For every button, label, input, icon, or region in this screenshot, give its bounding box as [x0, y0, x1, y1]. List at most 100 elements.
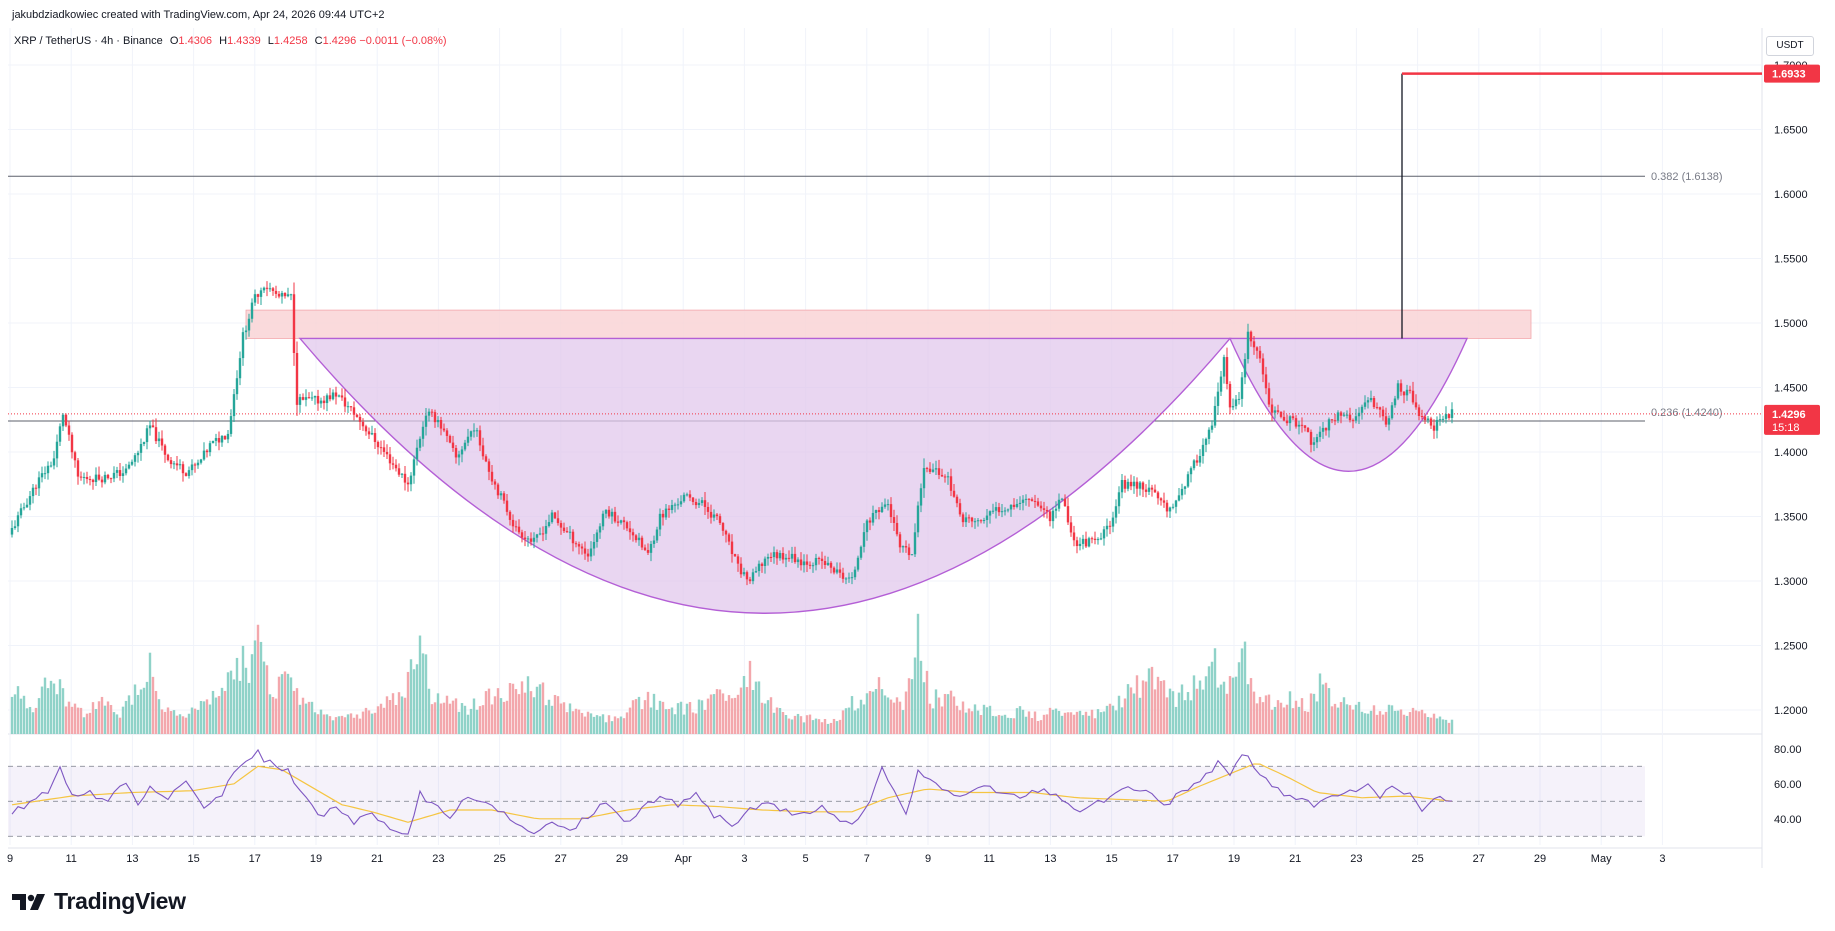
volume-bar [331, 720, 335, 734]
candle-body [1177, 495, 1181, 501]
low-label: L [267, 35, 274, 47]
volume-bar [544, 705, 548, 734]
candle-body [712, 514, 716, 518]
candle-body [1240, 377, 1244, 399]
volume-bar [772, 712, 776, 734]
volume-bar [505, 700, 509, 734]
candle-body [682, 494, 686, 502]
candle-body [832, 567, 836, 573]
candle-body [508, 511, 512, 520]
candle-body [844, 578, 848, 580]
volume-bar [1375, 714, 1379, 734]
candle-body [127, 464, 131, 469]
volume-bar [541, 682, 545, 734]
price-tick-label: 1.3500 [1774, 512, 1808, 524]
candle-body [433, 412, 437, 423]
candle-body [1405, 389, 1409, 396]
time-tick-label: 19 [310, 853, 322, 865]
volume-bar [1405, 715, 1409, 734]
volume-bar [1291, 708, 1295, 734]
candle-body [511, 519, 515, 527]
candle-body [724, 530, 728, 535]
volume-bar [1162, 680, 1166, 734]
candle-body [331, 392, 335, 400]
candle-body [922, 468, 926, 489]
candle-body [478, 430, 482, 446]
volume-bar [883, 695, 887, 734]
candle-body [553, 512, 557, 519]
price-tick-label: 1.6500 [1774, 125, 1808, 137]
volume-bar [370, 713, 374, 734]
volume-bar [547, 699, 551, 734]
volume-bar [787, 718, 791, 734]
volume-bar [1159, 680, 1163, 734]
candle-body [1243, 359, 1247, 378]
candle-body [1162, 500, 1166, 503]
volume-bar [1186, 692, 1190, 734]
candle-body [901, 546, 905, 548]
candle-body [1093, 538, 1097, 540]
candle-body [622, 520, 626, 523]
symbol-name[interactable]: XRP / TetherUS · 4h · Binance [14, 35, 163, 47]
volume-bar [1378, 711, 1382, 734]
volume-bar [229, 670, 233, 734]
candle-body [784, 557, 788, 560]
volume-bar [991, 715, 995, 734]
volume-bar [1366, 713, 1370, 734]
volume-bar [448, 703, 452, 734]
candle-body [67, 425, 71, 435]
candle-body [133, 455, 137, 462]
candle-body [364, 426, 368, 432]
price-tick-label: 1.4000 [1774, 447, 1808, 459]
candle-body [727, 534, 731, 542]
candle-body [670, 505, 674, 510]
candle-body [343, 397, 347, 407]
candle-body [1303, 425, 1307, 428]
price-tick-label: 1.4500 [1774, 383, 1808, 395]
volume-bar [847, 707, 851, 734]
volume-bar [67, 701, 71, 734]
volume-bar [808, 714, 812, 734]
candle-body [976, 520, 980, 522]
candle-body [826, 562, 830, 565]
volume-bar [949, 690, 953, 734]
time-tick-label: 17 [249, 853, 261, 865]
candle-body [94, 474, 98, 483]
candle-body [1381, 409, 1385, 417]
volume-bar [757, 681, 761, 734]
candle-body [1423, 416, 1427, 421]
candle-body [532, 537, 536, 542]
volume-bar [1444, 719, 1448, 734]
candle-body [436, 419, 440, 423]
currency-unit-button[interactable]: USDT [1766, 36, 1814, 56]
volume-bar [1195, 688, 1199, 734]
volume-bar [1285, 704, 1289, 734]
candle-body [529, 538, 533, 542]
candle-body [1375, 407, 1379, 409]
candle-body [931, 469, 935, 472]
candle-body [841, 572, 845, 579]
volume-bar [628, 707, 632, 734]
time-tick-label: 23 [1350, 853, 1362, 865]
volume-bar [1450, 719, 1454, 734]
volume-bar [1102, 711, 1106, 734]
candle-body [502, 493, 506, 501]
volume-bar [1276, 700, 1280, 734]
volume-bar [817, 719, 821, 734]
volume-bar [586, 711, 590, 734]
volume-bar [592, 716, 596, 734]
candle-body [1090, 538, 1094, 540]
candle-body [913, 532, 917, 555]
candle-body [646, 549, 650, 553]
candle-body [499, 493, 503, 496]
candle-body [523, 537, 527, 540]
candle-body [874, 510, 878, 513]
time-tick-label: 25 [493, 853, 505, 865]
volume-bar [1021, 709, 1025, 734]
volume-bar [613, 716, 617, 734]
volume-bar [622, 718, 626, 734]
volume-bar [571, 711, 575, 734]
candle-body [1039, 505, 1043, 509]
volume-bar [1351, 709, 1355, 734]
